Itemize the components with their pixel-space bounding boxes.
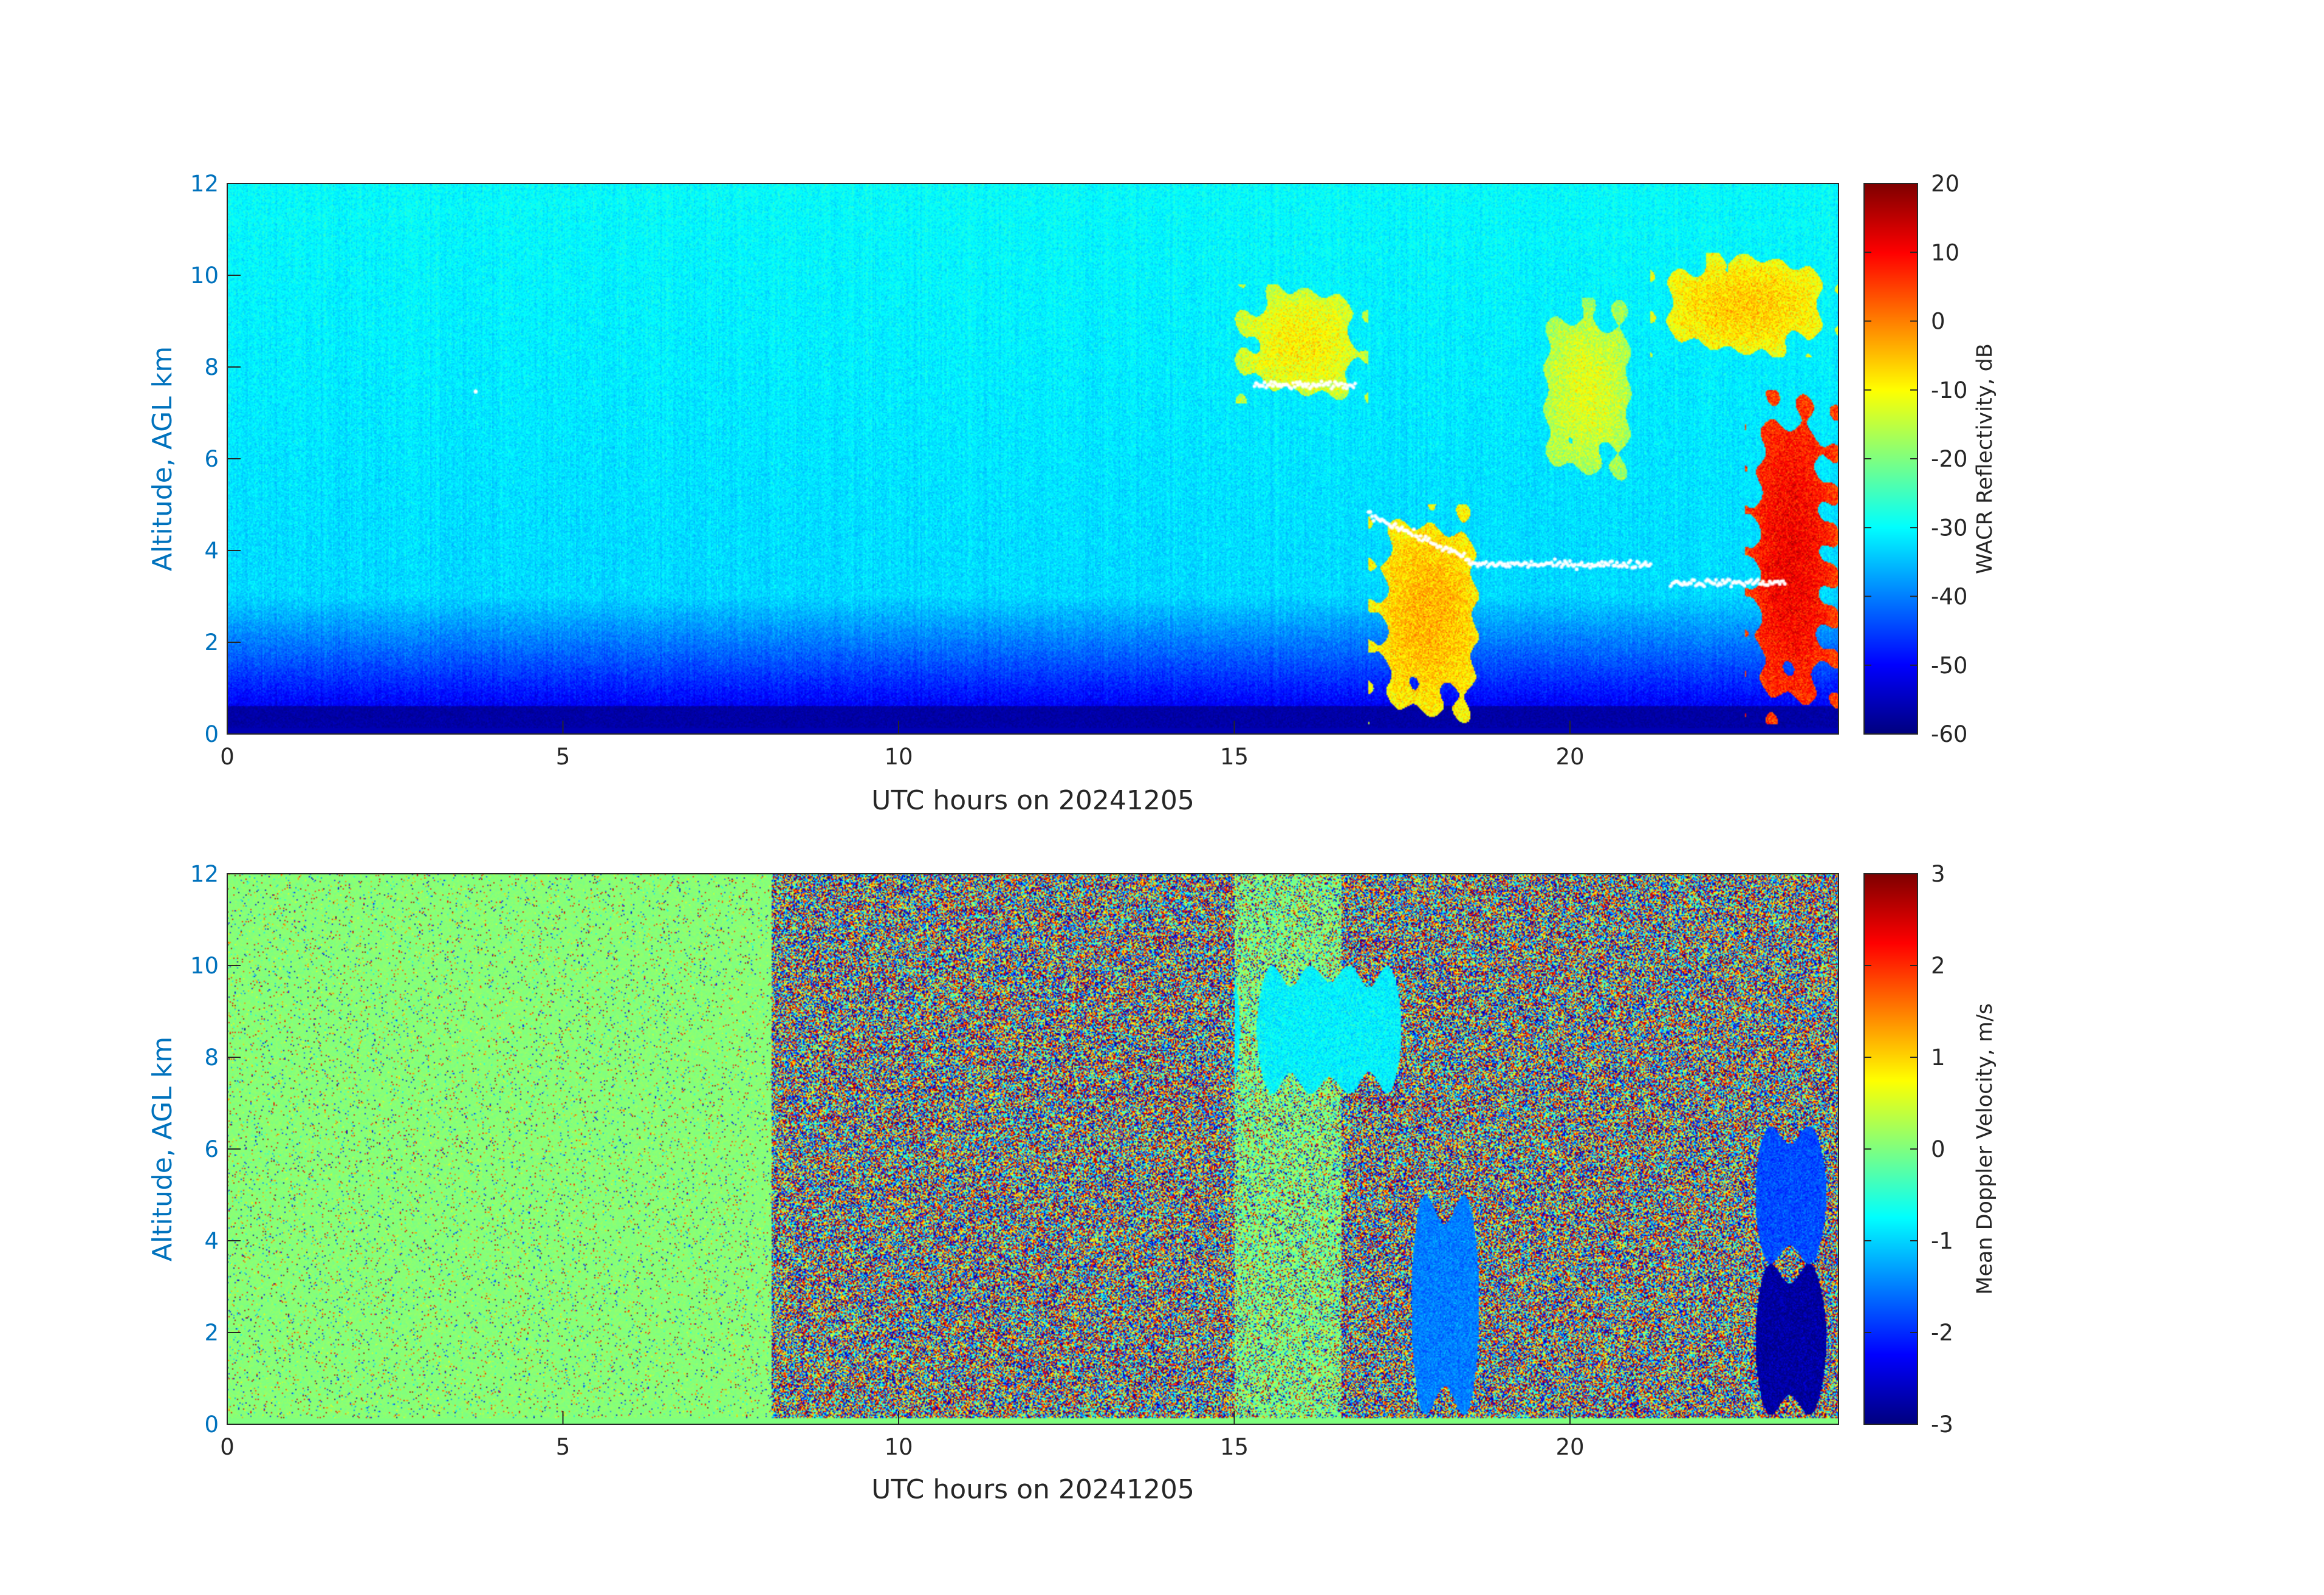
doppler-ytick-label: 0 xyxy=(204,1411,219,1438)
reflectivity-plot-area xyxy=(227,184,1839,734)
reflectivity-xlabel: UTC hours on 20241205 xyxy=(871,785,1195,816)
doppler-x-ticks: 0 5 10 15 20 xyxy=(220,1411,1585,1460)
doppler-ytick-label: 2 xyxy=(204,1320,219,1346)
doppler-cbtick-label: 2 xyxy=(1931,953,1945,979)
reflectivity-ytick-label: 4 xyxy=(204,538,219,564)
reflectivity-ytick-label: 10 xyxy=(190,262,219,289)
reflectivity-cbtick-label: 20 xyxy=(1931,171,1959,197)
reflectivity-cbtick-label: 10 xyxy=(1931,239,1959,266)
reflectivity-ytick-label: 0 xyxy=(204,721,219,747)
doppler-cbtick-label: -2 xyxy=(1931,1320,1953,1346)
doppler-colorbar-label: Mean Doppler Velocity, m/s xyxy=(1973,1003,1997,1295)
reflectivity-xtick-label: 20 xyxy=(1555,744,1584,770)
reflectivity-cbtick-label: -50 xyxy=(1931,653,1967,679)
reflectivity-x-ticks: 0 5 10 15 20 xyxy=(220,721,1585,770)
reflectivity-panel: 0 5 10 15 20 0 2 4 6 8 10 12 UTC hours on 20241205… xyxy=(147,171,1997,816)
doppler-cbtick-label: 1 xyxy=(1931,1044,1945,1071)
doppler-xlabel: UTC hours on 20241205 xyxy=(871,1474,1195,1505)
doppler-cbtick-label: -1 xyxy=(1931,1228,1953,1254)
doppler-ytick-label: 12 xyxy=(190,861,219,887)
doppler-plot-area xyxy=(227,874,1839,1424)
reflectivity-colorbar xyxy=(1864,184,1918,734)
reflectivity-colorbar-label: WACR Reflectivity, dB xyxy=(1973,343,1997,574)
reflectivity-ytick-label: 8 xyxy=(204,354,219,380)
reflectivity-xtick-label: 5 xyxy=(556,744,571,770)
reflectivity-ylabel: Altitude, AGL km xyxy=(147,346,178,571)
doppler-ytick-label: 4 xyxy=(204,1228,219,1254)
doppler-y-ticks: 0 2 4 6 8 10 12 xyxy=(190,861,241,1438)
reflectivity-cbtick-label: -20 xyxy=(1931,446,1967,472)
reflectivity-cbtick-label: 0 xyxy=(1931,309,1945,335)
reflectivity-ytick-label: 6 xyxy=(204,446,219,472)
reflectivity-xtick-label: 0 xyxy=(220,744,235,770)
doppler-ytick-label: 6 xyxy=(204,1136,219,1162)
doppler-xtick-label: 10 xyxy=(884,1434,913,1460)
reflectivity-xtick-label: 15 xyxy=(1220,744,1249,770)
reflectivity-xtick-label: 10 xyxy=(884,744,913,770)
doppler-colorbar-ticks: -3 -2 -1 0 1 2 3 xyxy=(1864,861,1953,1438)
reflectivity-colorbar-ticks: -60 -50 -40 -30 -20 -10 0 10 20 xyxy=(1864,171,1967,747)
doppler-xtick-label: 20 xyxy=(1555,1434,1584,1460)
reflectivity-cbtick-label: -10 xyxy=(1931,377,1967,403)
doppler-ytick-label: 10 xyxy=(190,953,219,979)
doppler-colorbar xyxy=(1864,874,1918,1424)
reflectivity-cbtick-label: -30 xyxy=(1931,515,1967,541)
reflectivity-ytick-label: 2 xyxy=(204,629,219,656)
reflectivity-y-ticks: 0 2 4 6 8 10 12 xyxy=(190,171,241,747)
doppler-xtick-label: 15 xyxy=(1220,1434,1249,1460)
reflectivity-cbtick-label: -40 xyxy=(1931,584,1967,610)
doppler-ylabel: Altitude, AGL km xyxy=(147,1037,178,1261)
doppler-cbtick-label: -3 xyxy=(1931,1411,1953,1438)
doppler-cbtick-label: 3 xyxy=(1931,861,1945,887)
doppler-ytick-label: 8 xyxy=(204,1044,219,1071)
doppler-xtick-label: 0 xyxy=(220,1434,235,1460)
doppler-xtick-label: 5 xyxy=(556,1434,571,1460)
reflectivity-ytick-label: 12 xyxy=(190,171,219,197)
reflectivity-cbtick-label: -60 xyxy=(1931,721,1967,747)
doppler-cbtick-label: 0 xyxy=(1931,1136,1945,1162)
